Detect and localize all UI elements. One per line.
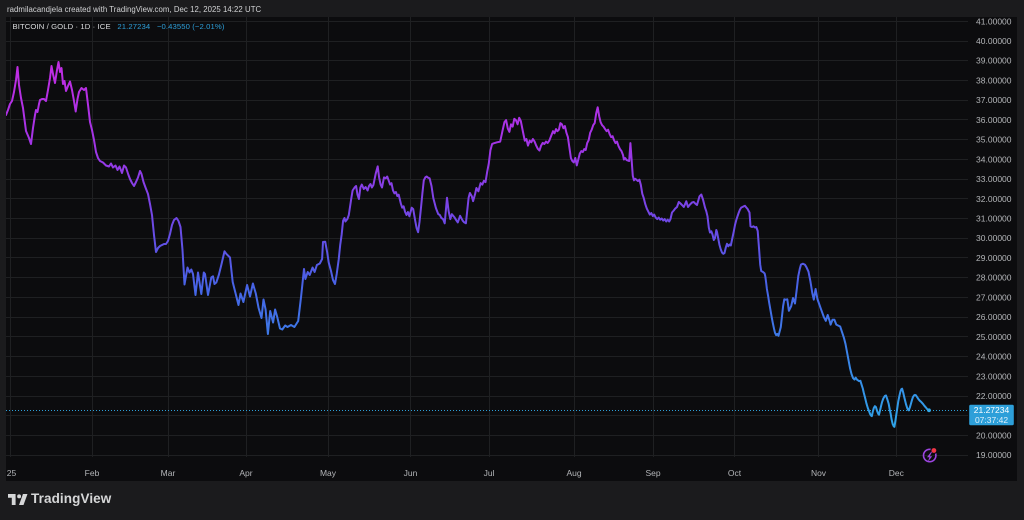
svg-text:24.00000: 24.00000 <box>976 352 1012 362</box>
svg-text:Apr: Apr <box>239 468 252 478</box>
svg-text:26.00000: 26.00000 <box>976 312 1012 322</box>
svg-text:22.00000: 22.00000 <box>976 391 1012 401</box>
svg-text:Nov: Nov <box>811 468 827 478</box>
svg-text:35.00000: 35.00000 <box>976 135 1012 145</box>
svg-text:Feb: Feb <box>85 468 100 478</box>
svg-text:31.00000: 31.00000 <box>976 214 1012 224</box>
svg-text:25: 25 <box>7 468 17 478</box>
svg-text:20.00000: 20.00000 <box>976 431 1012 441</box>
svg-text:37.00000: 37.00000 <box>976 95 1012 105</box>
svg-text:May: May <box>320 468 337 478</box>
svg-text:39.00000: 39.00000 <box>976 56 1012 66</box>
svg-text:23.00000: 23.00000 <box>976 371 1012 381</box>
svg-text:40.00000: 40.00000 <box>976 36 1012 46</box>
svg-text:19.00000: 19.00000 <box>976 450 1012 460</box>
svg-text:Oct: Oct <box>728 468 742 478</box>
svg-text:Aug: Aug <box>566 468 581 478</box>
svg-text:30.00000: 30.00000 <box>976 233 1012 243</box>
svg-text:29.00000: 29.00000 <box>976 253 1012 263</box>
svg-text:32.00000: 32.00000 <box>976 194 1012 204</box>
svg-text:Sep: Sep <box>645 468 660 478</box>
svg-text:34.00000: 34.00000 <box>976 154 1012 164</box>
svg-text:Mar: Mar <box>161 468 176 478</box>
svg-text:21.27234: 21.27234 <box>974 405 1010 415</box>
svg-text:Dec: Dec <box>889 468 905 478</box>
svg-text:27.00000: 27.00000 <box>976 292 1012 302</box>
svg-text:41.00000: 41.00000 <box>976 17 1012 26</box>
svg-text:Jul: Jul <box>484 468 495 478</box>
svg-text:07:37:42: 07:37:42 <box>975 415 1008 425</box>
svg-text:25.00000: 25.00000 <box>976 332 1012 342</box>
svg-text:36.00000: 36.00000 <box>976 115 1012 125</box>
svg-text:Jun: Jun <box>404 468 418 478</box>
svg-text:33.00000: 33.00000 <box>976 174 1012 184</box>
svg-text:28.00000: 28.00000 <box>976 273 1012 283</box>
svg-text:38.00000: 38.00000 <box>976 75 1012 85</box>
